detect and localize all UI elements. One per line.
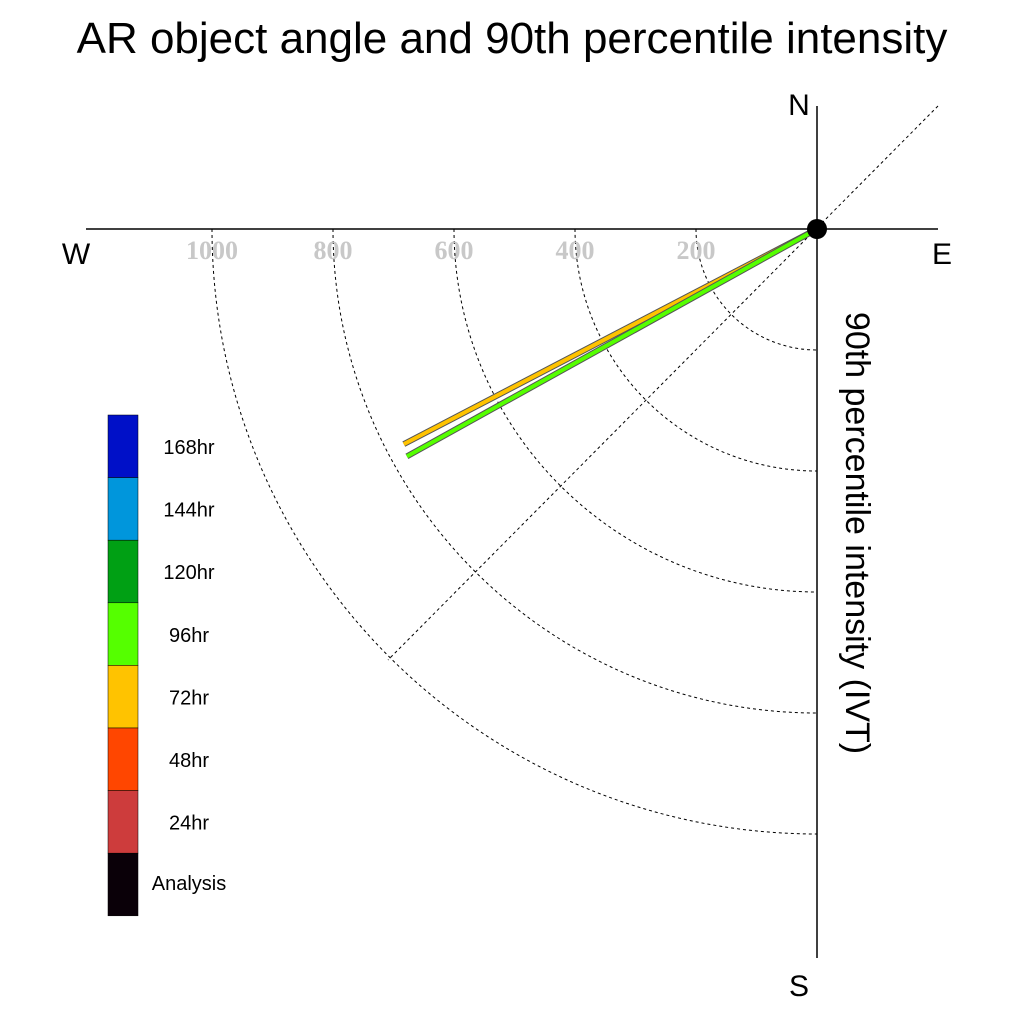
- series-lines: [402, 226, 819, 459]
- radial-ring-200: [695, 228, 818, 351]
- radial-ring-600: [453, 228, 818, 593]
- legend-swatch-analysis: [107, 852, 139, 917]
- legend-swatch-96hr: [107, 602, 139, 666]
- radial-tick-label: 200: [677, 236, 716, 265]
- legend-swatch-144hr: [107, 477, 139, 541]
- legend: 168hr 144hr 120hr 96hr 72hr 48hr 24hr Analysis: [107, 414, 226, 917]
- compass-south: S: [789, 970, 809, 1003]
- radial-ring-400: [574, 228, 818, 472]
- radial-axis-label: 90th percentile intensity (IVT): [838, 312, 876, 754]
- radial-rings: [211, 228, 818, 835]
- diagonal-reference-line: [387, 105, 939, 661]
- legend-label: 144hr: [163, 500, 214, 522]
- legend-label: Analysis: [152, 873, 226, 895]
- legend-label: 72hr: [169, 687, 209, 709]
- legend-label: 48hr: [169, 750, 209, 772]
- radial-tick-label: 800: [314, 236, 353, 265]
- series-line-96hr: [405, 227, 818, 459]
- legend-label: 24hr: [169, 813, 209, 835]
- legend-label: 120hr: [163, 562, 214, 584]
- radial-ring-800: [332, 228, 818, 714]
- legend-swatch-168hr: [107, 414, 139, 478]
- radial-tick-labels: 200 400 600 800 1000: [186, 236, 716, 265]
- radial-tick-label: 600: [435, 236, 474, 265]
- legend-swatch-120hr: [107, 539, 139, 604]
- legend-swatch-48hr: [107, 727, 139, 791]
- legend-swatch-24hr: [107, 790, 139, 854]
- radial-tick-label: 1000: [186, 236, 238, 265]
- compass-north: N: [788, 89, 810, 122]
- legend-swatch-72hr: [107, 665, 139, 729]
- origin-marker: [807, 219, 827, 239]
- legend-label: 96hr: [169, 625, 209, 647]
- radial-tick-label: 400: [556, 236, 595, 265]
- compass-west: W: [62, 238, 91, 271]
- radial-ring-1000: [211, 228, 818, 835]
- chart-title: AR object angle and 90th percentile inte…: [76, 14, 948, 63]
- compass-east: E: [932, 238, 952, 271]
- legend-label: 168hr: [163, 437, 214, 459]
